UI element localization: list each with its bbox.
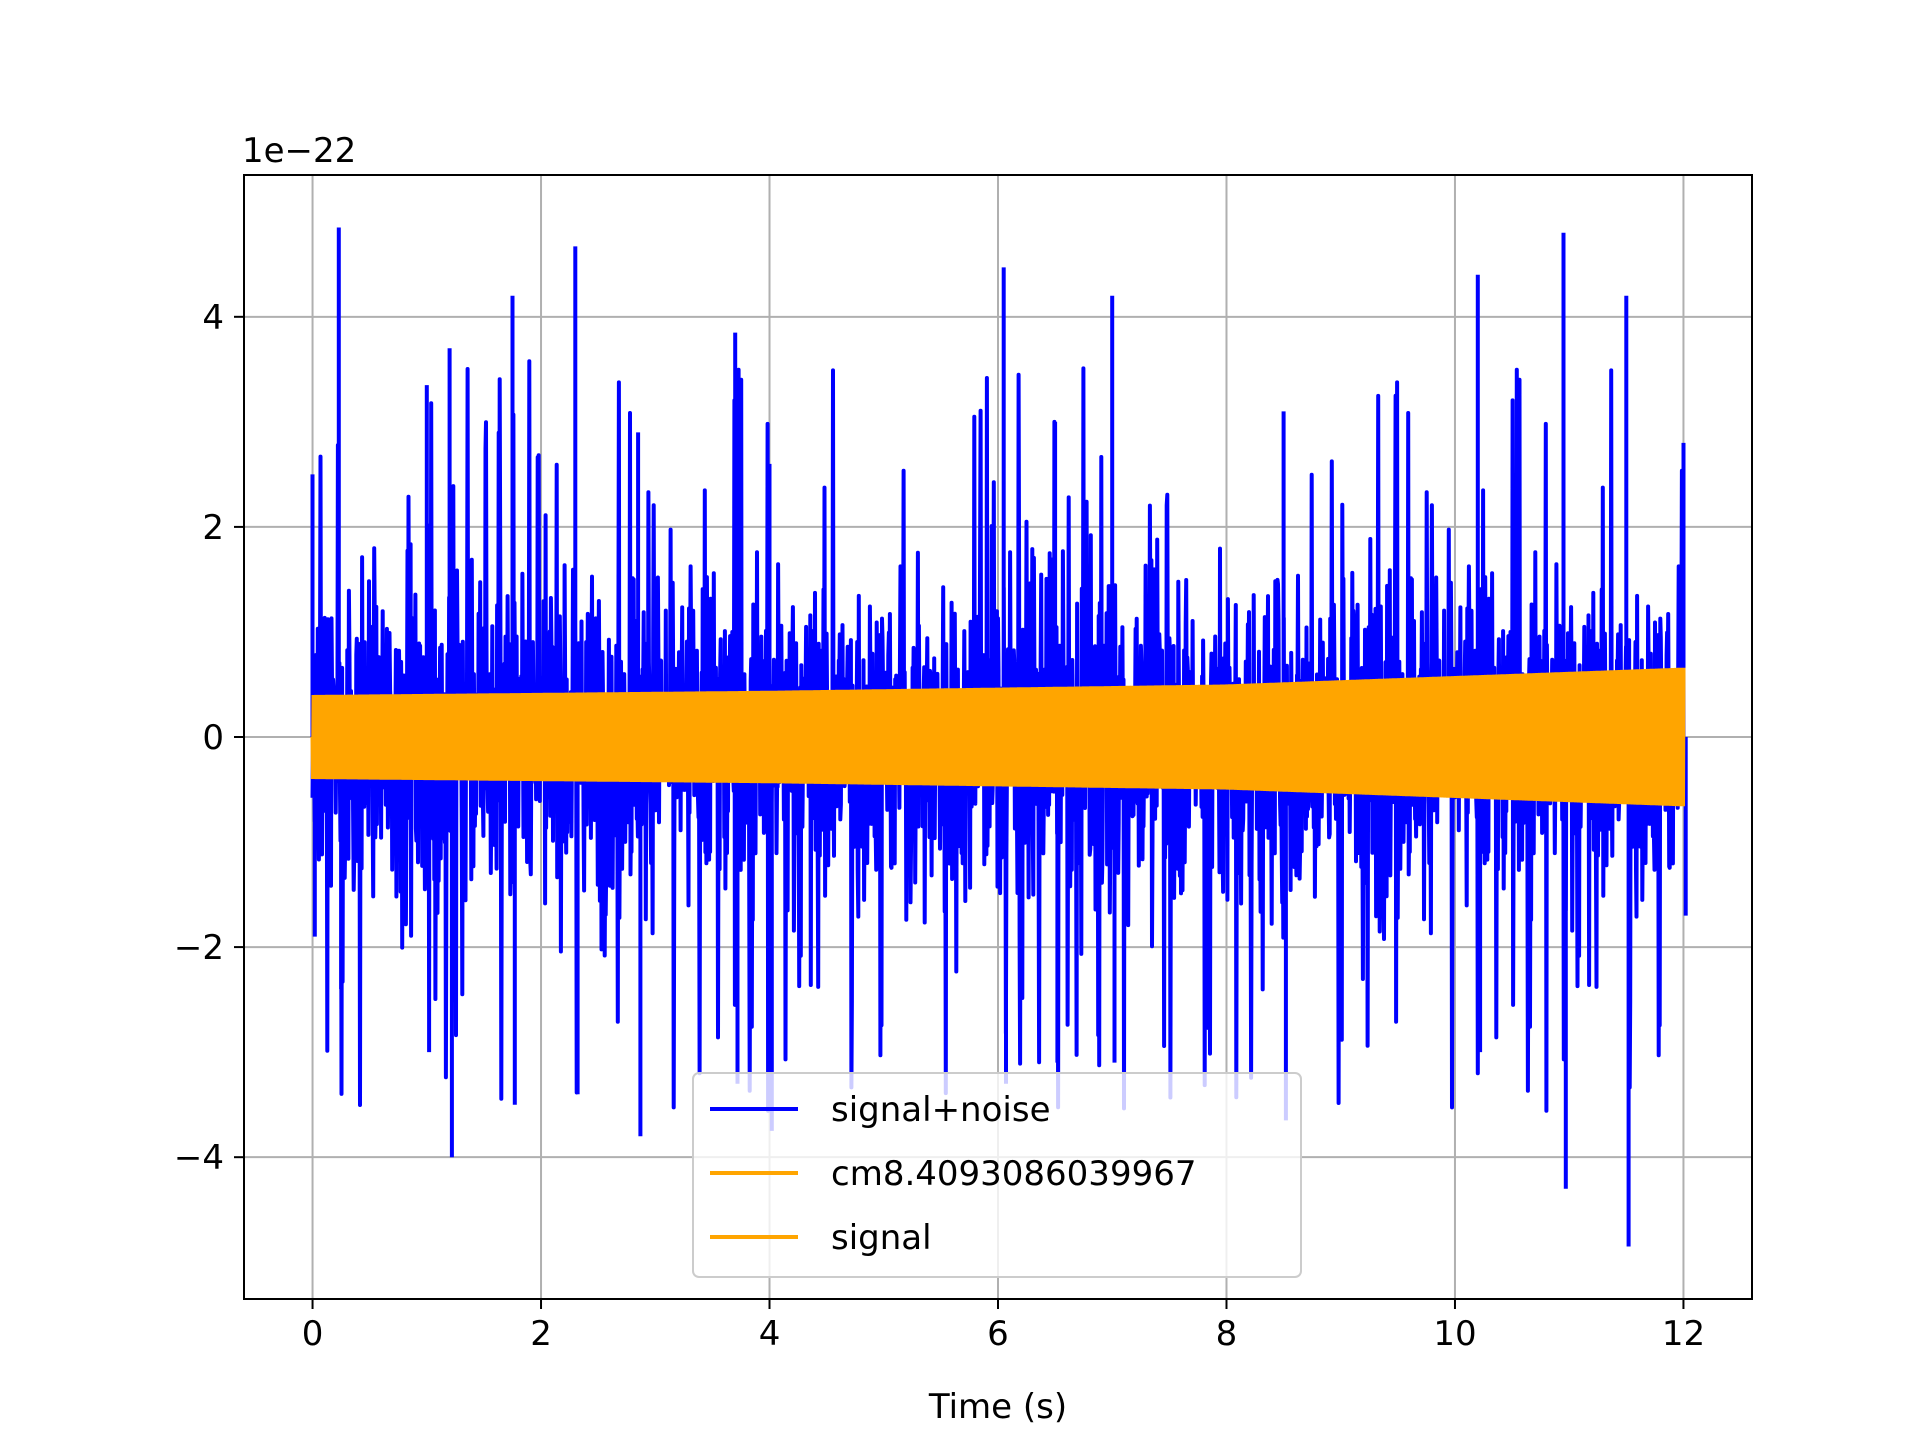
y-tick-label: 0 — [202, 718, 224, 758]
legend-label-signal: signal — [831, 1218, 932, 1258]
y-offset-label: 1e−22 — [242, 131, 356, 171]
series-layer — [310, 227, 1688, 1247]
series-line-signal-noise — [310, 227, 1688, 1247]
x-tick-label: 10 — [1433, 1314, 1476, 1354]
x-tick-label: 4 — [759, 1314, 781, 1354]
x-tick-label: 0 — [302, 1314, 324, 1354]
x-axis-label: Time (s) — [928, 1387, 1067, 1427]
y-tick-label: 4 — [202, 298, 224, 338]
legend-label-signal-noise: signal+noise — [831, 1090, 1051, 1130]
x-tick-label: 2 — [530, 1314, 552, 1354]
y-tick-label: −2 — [174, 928, 224, 968]
series-line-signal — [310, 667, 1686, 807]
legend-box — [692, 1072, 1302, 1278]
x-tick-label: 6 — [987, 1314, 1009, 1354]
x-tick-label: 8 — [1216, 1314, 1238, 1354]
y-tick-label: −4 — [174, 1138, 224, 1178]
y-tick-label: 2 — [202, 508, 224, 548]
x-axis-ticks: 0 2 4 6 8 10 12 — [302, 1299, 1705, 1354]
x-tick-label: 12 — [1662, 1314, 1705, 1354]
legend: signal+noise cm8.4093086039967 signal — [692, 1072, 1302, 1278]
y-axis-ticks: −4 −2 0 2 4 — [174, 298, 244, 1178]
legend-label-cm: cm8.4093086039967 — [831, 1154, 1196, 1194]
